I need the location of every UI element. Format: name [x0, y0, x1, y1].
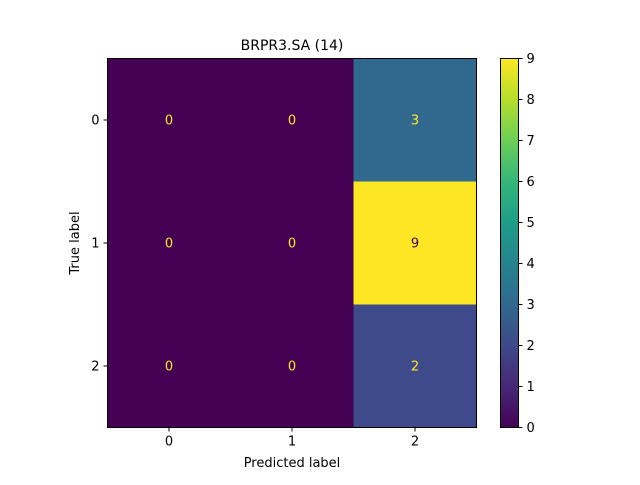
heatmap-cell: [353, 304, 477, 428]
cell-value-label: 0: [165, 360, 173, 375]
y-tick-label: 1: [91, 237, 99, 252]
cell-value-label: 0: [165, 237, 173, 252]
heatmap-cell: [230, 58, 354, 182]
colorbar-tick-label: 5: [527, 216, 535, 231]
y-tick-label: 0: [91, 114, 99, 129]
cell-value-label: 9: [411, 237, 419, 252]
colorbar-tick-label: 9: [527, 52, 535, 67]
colorbar-tick-label: 4: [527, 257, 535, 272]
heatmap-cell: [107, 304, 231, 428]
colorbar-tick-label: 2: [527, 339, 535, 354]
colorbar-tick-label: 0: [527, 421, 535, 436]
colorbar-tick-label: 7: [527, 134, 535, 149]
chart-title: BRPR3.SA (14): [241, 38, 344, 54]
heatmap-cell: [107, 58, 231, 182]
heatmap-cell: [107, 181, 231, 305]
x-tick-label: 1: [288, 435, 296, 450]
colorbar: [500, 58, 519, 428]
cell-value-label: 3: [411, 114, 419, 129]
heatmap-cell: [230, 181, 354, 305]
colorbar-tick-label: 6: [527, 175, 535, 190]
heatmap-cells: [107, 58, 477, 428]
heatmap-cell: [353, 58, 477, 182]
cell-value-label: 2: [411, 360, 419, 375]
cell-value-label: 0: [288, 114, 296, 129]
x-axis-label: Predicted label: [244, 456, 341, 471]
colorbar-ticks: 0 1 2 3 4 5 6 7 8 9: [518, 52, 535, 436]
colorbar-tick-label: 1: [527, 380, 535, 395]
y-axis-label: True label: [68, 211, 83, 275]
x-axis-ticks: 0 1 2: [165, 427, 419, 450]
x-tick-label: 2: [411, 435, 419, 450]
y-tick-label: 2: [91, 360, 99, 375]
y-axis-ticks: 0 1 2: [91, 114, 108, 375]
cell-value-labels: 0 0 3 0 0 9 0 0 2: [165, 114, 419, 375]
heatmap-cell: [353, 181, 477, 305]
colorbar-tick-label: 3: [527, 298, 535, 313]
colorbar-tick-label: 8: [527, 93, 535, 108]
x-tick-label: 0: [165, 435, 173, 450]
cell-value-label: 0: [288, 237, 296, 252]
heatmap-cell: [230, 304, 354, 428]
cell-value-label: 0: [165, 114, 173, 129]
cell-value-label: 0: [288, 360, 296, 375]
